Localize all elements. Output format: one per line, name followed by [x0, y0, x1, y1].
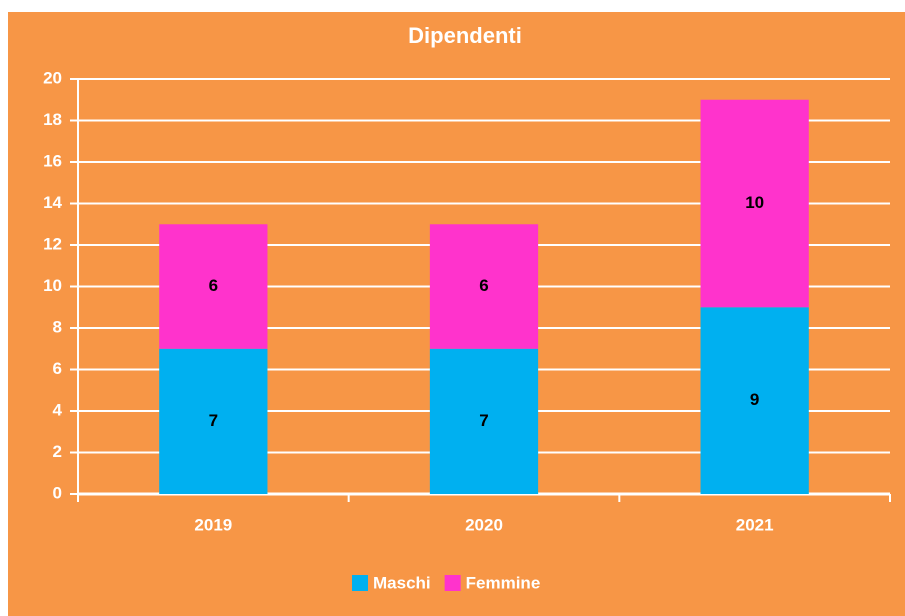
- bar-segment: [429, 224, 539, 349]
- data-label: 6: [479, 276, 488, 295]
- y-tick-label: 8: [53, 317, 62, 336]
- bar-segment: [159, 348, 268, 494]
- y-tick-label: 20: [43, 68, 62, 87]
- bar-segment: [429, 348, 539, 494]
- chart-title: Dipendenti: [408, 23, 522, 48]
- y-tick-label: 2: [53, 442, 62, 461]
- legend-label: Maschi: [373, 573, 431, 592]
- data-label: 6: [209, 276, 218, 295]
- bar-segment: [700, 99, 809, 308]
- legend-swatch: [352, 575, 368, 591]
- x-tick-label: 2020: [465, 515, 503, 534]
- data-label: 10: [745, 193, 764, 212]
- y-tick-label: 14: [43, 193, 62, 212]
- data-label: 9: [750, 390, 759, 409]
- y-tick-label: 6: [53, 359, 62, 378]
- x-tick-label: 2021: [736, 515, 774, 534]
- y-tick-label: 4: [53, 400, 63, 419]
- bar-segment: [159, 224, 268, 349]
- y-tick-label: 18: [43, 110, 62, 129]
- y-tick-label: 10: [43, 276, 62, 295]
- data-label: 7: [209, 411, 218, 430]
- y-tick-label: 16: [43, 151, 62, 170]
- bar-segment: [700, 307, 809, 494]
- legend-swatch: [444, 575, 461, 591]
- y-tick-label: 12: [43, 234, 62, 253]
- data-label: 7: [479, 411, 488, 430]
- legend-label: Femmine: [466, 573, 541, 592]
- x-tick-label: 2019: [194, 515, 232, 534]
- y-tick-label: 0: [53, 483, 62, 502]
